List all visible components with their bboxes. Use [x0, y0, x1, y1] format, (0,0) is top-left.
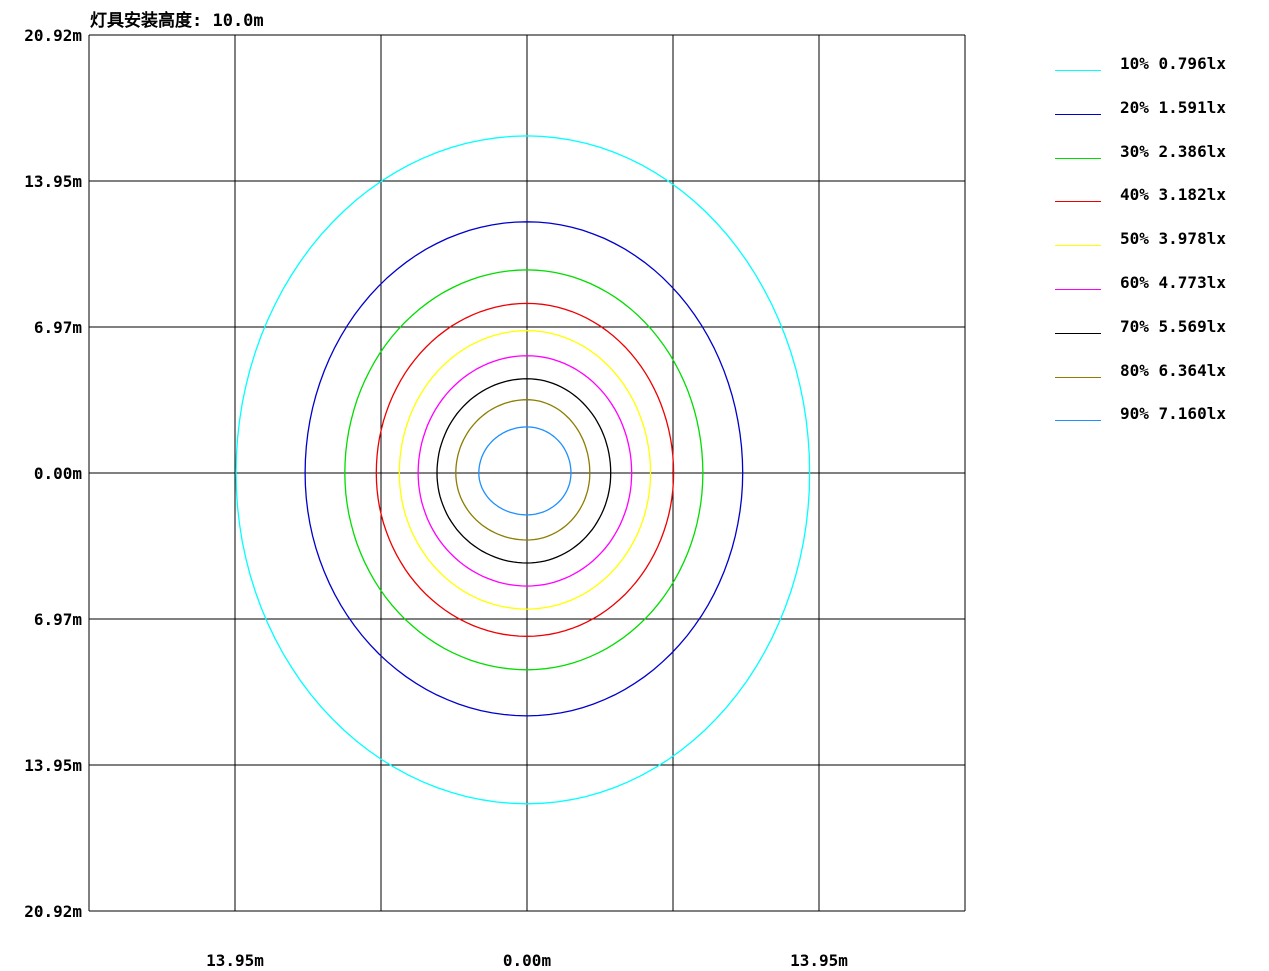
legend: 10% 0.796lx 20% 1.591lx 30% 2.386lx 40% … [1050, 50, 1265, 444]
legend-item: 10% 0.796lx [1050, 50, 1265, 94]
legend-label: 80% 6.364lx [1120, 360, 1226, 380]
legend-label: 60% 4.773lx [1120, 272, 1226, 292]
legend-label: 90% 7.160lx [1120, 404, 1226, 424]
contour-line [478, 426, 572, 516]
y-tick-label: 6.97m [34, 610, 83, 629]
x-tick-label: 13.95m [790, 951, 848, 970]
x-tick-label: 0.00m [503, 951, 552, 970]
legend-item: 40% 3.182lx [1050, 181, 1265, 225]
legend-swatch [1055, 201, 1101, 203]
legend-swatch [1055, 70, 1101, 71]
contour-line [417, 355, 633, 587]
legend-label: 30% 2.386lx [1120, 141, 1226, 161]
legend-swatch [1055, 332, 1101, 334]
legend-label: 50% 3.978lx [1120, 229, 1226, 249]
legend-label: 10% 0.796lx [1120, 54, 1226, 73]
y-tick-label: 13.95m [24, 756, 82, 775]
x-tick-label: 13.95m [206, 951, 264, 970]
legend-swatch [1055, 420, 1101, 422]
y-tick-label: 20.92m [24, 26, 82, 45]
legend-swatch [1055, 157, 1101, 159]
legend-swatch [1055, 245, 1101, 247]
y-tick-label: 20.92m [24, 902, 82, 921]
contour-curves [235, 135, 811, 805]
legend-item: 30% 2.386lx [1050, 138, 1265, 182]
legend-swatch [1055, 376, 1101, 378]
legend-swatch [1055, 113, 1101, 115]
contour-line [344, 269, 704, 671]
legend-item: 20% 1.591lx [1050, 94, 1265, 138]
contour-line [398, 329, 652, 610]
chart-grid [88, 34, 966, 912]
contour-line [455, 399, 591, 541]
contour-line [304, 221, 744, 717]
legend-item: 50% 3.978lx [1050, 225, 1265, 269]
axis-tick-labels: 20.92m 13.95m 6.97m 0.00m 6.97m 13.95m 20.92m 1… [24, 26, 848, 970]
legend-label: 20% 1.591lx [1120, 97, 1226, 117]
legend-item: 80% 6.364lx [1050, 357, 1265, 401]
legend-item: 90% 7.160lx [1050, 400, 1265, 444]
y-tick-label: 6.97m [34, 318, 83, 337]
contour-line [375, 302, 675, 637]
y-tick-label: 0.00m [34, 464, 83, 483]
legend-swatch [1055, 288, 1101, 290]
legend-label: 70% 5.569lx [1120, 316, 1226, 336]
legend-item: 60% 4.773lx [1050, 269, 1265, 313]
chart-title: 灯具安装高度: 10.0m [90, 11, 264, 31]
y-tick-label: 13.95m [24, 172, 82, 191]
contour-line [436, 378, 612, 564]
legend-item: 70% 5.569lx [1050, 313, 1265, 357]
contour-line [235, 135, 811, 805]
legend-label: 40% 3.182lx [1120, 185, 1226, 205]
